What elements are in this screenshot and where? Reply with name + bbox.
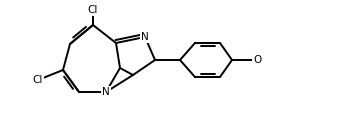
Text: N: N — [102, 87, 110, 97]
Text: N: N — [141, 32, 149, 42]
Text: Cl: Cl — [88, 5, 98, 15]
Text: Cl: Cl — [33, 75, 43, 85]
Text: O: O — [253, 55, 261, 65]
